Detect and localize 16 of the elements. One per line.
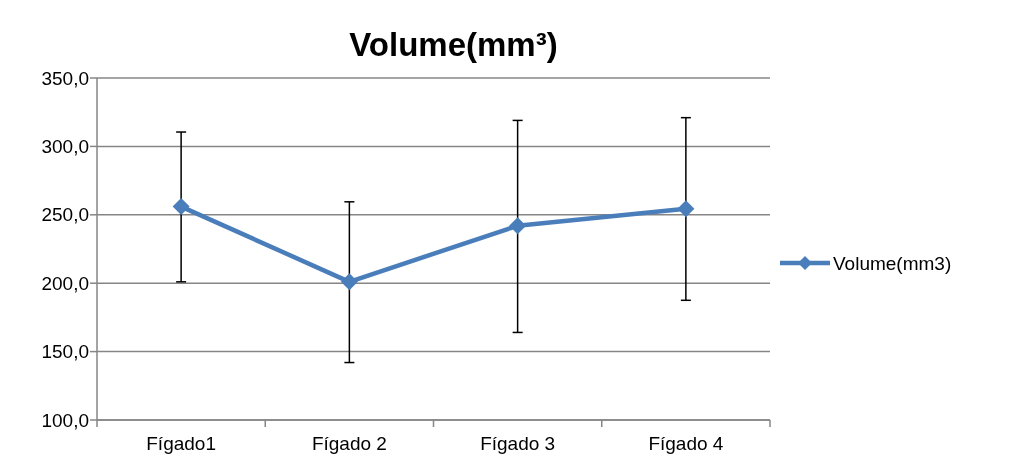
legend-label: Volume(mm3) — [833, 252, 952, 274]
x-tick-label: Fígado 2 — [311, 433, 387, 454]
y-tick-label: 100,0 — [41, 409, 89, 431]
point — [340, 273, 358, 291]
y-tick-label: 150,0 — [41, 341, 89, 363]
y-tick-label: 200,0 — [41, 272, 89, 294]
y-tick-label: 350,0 — [41, 67, 89, 89]
y-tick-label: 300,0 — [41, 136, 89, 158]
point — [677, 200, 695, 218]
chart-title: Volume(mm³) — [349, 26, 558, 63]
point — [172, 198, 190, 216]
x-tick-label: Fígado 3 — [480, 433, 556, 454]
y-tick-label: 250,0 — [41, 204, 89, 226]
point — [509, 217, 527, 235]
x-tick-label: Fígado 4 — [648, 433, 724, 454]
x-tick-label: Fígado1 — [146, 433, 216, 454]
